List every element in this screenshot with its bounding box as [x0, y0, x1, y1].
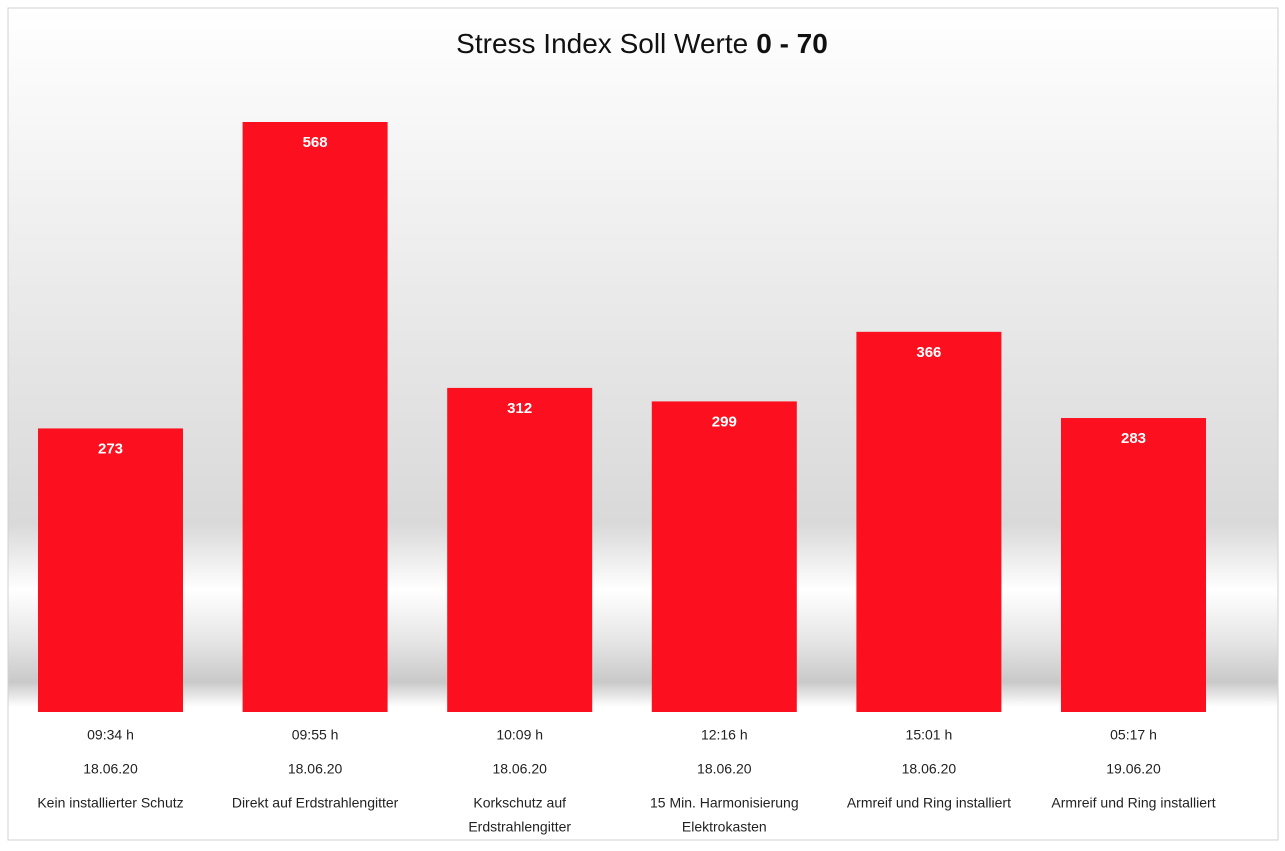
bar — [38, 428, 183, 712]
x-tick-label: Direkt auf Erdstrahlengitter — [232, 795, 399, 811]
x-tick-label: Armreif und Ring installiert — [1051, 795, 1215, 811]
x-tick-label: 19.06.20 — [1106, 761, 1161, 777]
title-text: Stress Index Soll Werte — [456, 28, 748, 59]
x-tick-label: Elektrokasten — [682, 819, 767, 835]
value-label: 273 — [98, 440, 123, 457]
bar — [447, 387, 593, 712]
title-emphasis: 0 - 70 — [756, 28, 828, 59]
x-tick-label: 15:01 h — [906, 727, 953, 743]
x-tick-label: 15 Min. Harmonisierung — [650, 795, 799, 811]
value-label: 568 — [303, 134, 328, 151]
x-tick-label: 18.06.20 — [902, 761, 957, 777]
x-tick-label: 12:16 h — [701, 727, 748, 743]
bar — [1061, 418, 1206, 712]
x-tick-label: 18.06.20 — [697, 761, 752, 777]
x-tick-label: 05:17 h — [1110, 727, 1157, 743]
x-tick-label: 09:55 h — [292, 727, 339, 743]
bar — [651, 401, 797, 712]
bar — [242, 122, 388, 712]
chart-title: Stress Index Soll Werte 0 - 70 — [456, 28, 828, 59]
value-label: 299 — [712, 413, 737, 430]
x-tick-label: Kein installierter Schutz — [37, 795, 183, 811]
bar — [856, 331, 1002, 712]
value-label: 366 — [916, 344, 941, 361]
x-tick-label: 18.06.20 — [288, 761, 343, 777]
x-tick-label: Korkschutz auf — [473, 795, 566, 811]
x-tick-label: 09:34 h — [87, 727, 134, 743]
value-label: 283 — [1121, 430, 1146, 447]
x-tick-label: 18.06.20 — [83, 761, 138, 777]
x-tick-label: 18.06.20 — [492, 761, 547, 777]
value-label: 312 — [507, 400, 532, 417]
x-tick-label: Armreif und Ring installiert — [847, 795, 1011, 811]
x-tick-label: Erdstrahlengitter — [468, 819, 571, 835]
x-tick-label: 10:09 h — [496, 727, 543, 743]
